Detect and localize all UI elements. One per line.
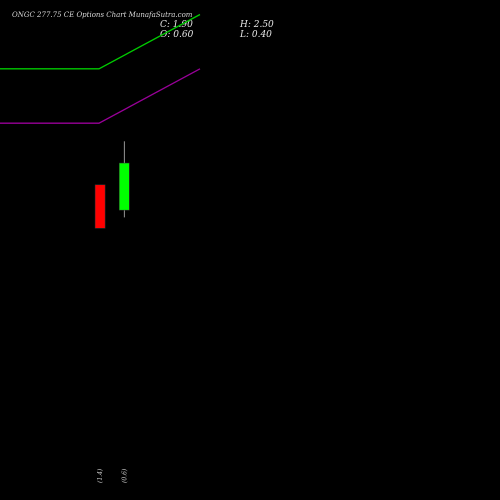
x-tick-label: (1.4) bbox=[97, 468, 104, 483]
x-tick-label: (0.6) bbox=[121, 468, 128, 483]
candle-body bbox=[119, 162, 130, 211]
series-line-0 bbox=[0, 13, 201, 70]
high-readout: H: 2.50 bbox=[239, 20, 274, 30]
close-readout: C: 1.90 bbox=[160, 20, 193, 30]
candles bbox=[94, 141, 130, 229]
chart-title: ONGC 277.75 CE Options Chart MunafaSutra… bbox=[12, 11, 193, 19]
series-line-1 bbox=[0, 68, 201, 124]
moving-average-lines bbox=[0, 13, 201, 124]
x-tick-labels: (1.4) (0.6) bbox=[97, 468, 128, 483]
open-readout: O: 0.60 bbox=[160, 30, 194, 40]
low-readout: L: 0.40 bbox=[239, 30, 272, 40]
candle-body bbox=[94, 184, 106, 229]
